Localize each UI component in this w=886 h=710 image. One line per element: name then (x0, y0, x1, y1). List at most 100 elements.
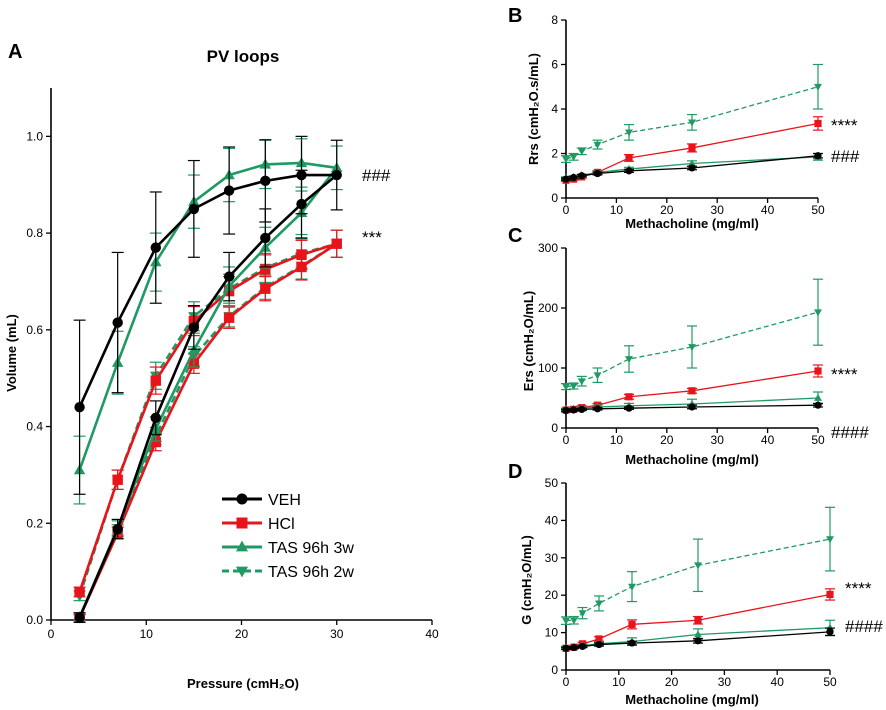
panel-a-point-hcl (112, 474, 123, 485)
panel-d-point-tas2w (562, 617, 570, 625)
panel-a-y-tick-label: 0.0 (26, 613, 43, 627)
panel-a-point-hcl (296, 261, 307, 273)
panel-a-point-veh (112, 317, 123, 328)
panel-a-series-veh (73, 135, 343, 624)
panel-a-point-hcl (260, 283, 271, 294)
panel-a-y-tick-label: 0.6 (26, 323, 43, 337)
panel-d-series-tas2w (561, 506, 835, 625)
panel-b-x-label: Methacholine (mg/ml) (625, 216, 759, 231)
panel-a-y-label: Volume (mL) (4, 314, 19, 392)
panel-c-y-tick-label: 300 (538, 241, 558, 255)
panel-a-x-tick-label: 20 (235, 627, 249, 641)
panel-c-x-tick-label: 30 (711, 433, 725, 447)
panel-b-x-tick-label: 50 (811, 203, 825, 217)
panel-c-point-tas2w (577, 378, 586, 386)
panel-a-point-hcl (150, 375, 161, 386)
panel-b-y-tick-label: 4 (551, 102, 558, 116)
panel-a-y-tick-label: 0.2 (26, 516, 43, 530)
panel-d-point-tas2w (694, 562, 702, 570)
legend-marker-veh (236, 493, 248, 505)
panel-a-y-tick-label: 0.4 (26, 420, 43, 434)
panel-b-sig-hcl: **** (831, 116, 858, 135)
panel-b-x-tick-label: 30 (711, 203, 725, 217)
panel-d-x-tick-label: 50 (823, 675, 837, 689)
panel-a-point-veh (112, 523, 123, 535)
panel-c-point-hcl (814, 367, 822, 375)
panel-c-point-tas2w (593, 372, 602, 380)
panel-a-point-hcl (150, 436, 161, 448)
panel-a-x-tick-label: 0 (48, 627, 55, 641)
panel-a-x-tick-label: 30 (330, 627, 344, 641)
panel-d-x-label: Methacholine (mg/ml) (625, 692, 759, 707)
panel-a-point-hcl (331, 238, 342, 249)
panel-c-point-veh (569, 406, 578, 414)
panel-b-point-tas3w (688, 159, 696, 167)
panel-a-point-veh (150, 242, 161, 253)
panel-c-y-label: Ers (cmH₂O/mL) (521, 291, 536, 391)
panel-d-y-tick-label: 30 (545, 551, 559, 565)
panel-c-sig-veh: #### (831, 423, 869, 442)
panel-d-point-veh (578, 642, 587, 651)
panel-b-point-hcl (814, 119, 822, 128)
panel-a-point-veh (296, 169, 307, 181)
panel-a-point-hcl (74, 586, 85, 598)
panel-d-point-hcl (694, 616, 702, 624)
panel-b-point-veh (562, 175, 570, 183)
panel-a-point-veh (188, 322, 200, 333)
legend-label-hcl: HCl (268, 516, 295, 533)
panel-c-point-veh (578, 405, 586, 413)
panel-c-y-tick-label: 0 (551, 421, 558, 435)
panel-c-y-tick-label: 100 (538, 361, 558, 375)
panel-c-x-tick-label: 0 (563, 433, 570, 447)
panel-c-point-tas3w (814, 393, 822, 401)
panel-c-point-veh (625, 404, 633, 412)
panel-c-point-tas2w (688, 344, 696, 352)
panel-d-x-tick-label: 30 (718, 675, 732, 689)
panel-d: D Methacholine (mg/ml) G (cmH₂O/mL) ****… (508, 461, 883, 707)
panel-c-y-tick-label: 200 (538, 301, 558, 315)
panel-b-point-veh (814, 152, 822, 160)
panel-d-point-veh (562, 644, 570, 652)
panel-b-series-veh (561, 152, 823, 183)
panel-a-point-veh (74, 612, 85, 623)
panel-d-x-tick-label: 40 (771, 675, 785, 689)
panel-b-x-tick-label: 40 (761, 203, 775, 217)
panel-d-x-tick-label: 10 (612, 675, 626, 689)
panel-b-x-tick-label: 0 (563, 203, 570, 217)
panel-a: A PV loops Pressure (cmH₂O) Volume (mL) … (4, 41, 439, 691)
panel-b-y-tick-label: 2 (551, 147, 558, 161)
panel-b-point-tas2w (814, 83, 822, 91)
panel-c-point-hcl (625, 393, 633, 401)
panel-d-y-tick-label: 20 (545, 588, 559, 602)
legend-marker-tas2w (235, 566, 249, 578)
legend-label-tas-2w: TAS 96h 2w (268, 564, 354, 581)
panel-b-point-tas2w (569, 153, 578, 161)
panel-d-sig-hcl: **** (845, 579, 872, 598)
panel-a-point-veh (150, 412, 161, 424)
panel-c-sig-hcl: **** (831, 365, 858, 384)
legend-marker-hcl (236, 517, 248, 529)
panel-a-y-tick-label: 0.8 (26, 226, 43, 240)
panel-d-point-veh (595, 640, 603, 649)
panel-c-point-hcl (688, 387, 696, 395)
panel-d-x-tick-label: 0 (563, 675, 570, 689)
panel-b: B Methacholine (mg/ml) Rrs (cmH₂O.s/mL) … (508, 5, 860, 231)
panel-d-point-hcl (595, 635, 603, 643)
panel-d-x-tick-label: 20 (665, 675, 679, 689)
panel-d-point-tas3w (694, 630, 702, 638)
panel-letter-c: C (508, 225, 522, 247)
panel-a-point-veh (74, 402, 85, 413)
panel-a-point-veh (331, 169, 342, 181)
panel-d-y-tick-label: 50 (545, 476, 559, 490)
panel-d-point-veh (628, 639, 636, 647)
panel-b-y-tick-label: 8 (551, 13, 558, 27)
panel-b-point-hcl (688, 144, 696, 152)
panel-a-sig-hcl: *** (362, 228, 382, 247)
panel-c-point-veh (562, 407, 570, 415)
panel-d-point-veh (694, 637, 702, 645)
panel-d-point-tas2w (628, 583, 636, 591)
panel-b-point-veh (625, 167, 633, 175)
panel-d-point-hcl (628, 620, 636, 628)
panel-d-point-tas2w (578, 610, 587, 618)
